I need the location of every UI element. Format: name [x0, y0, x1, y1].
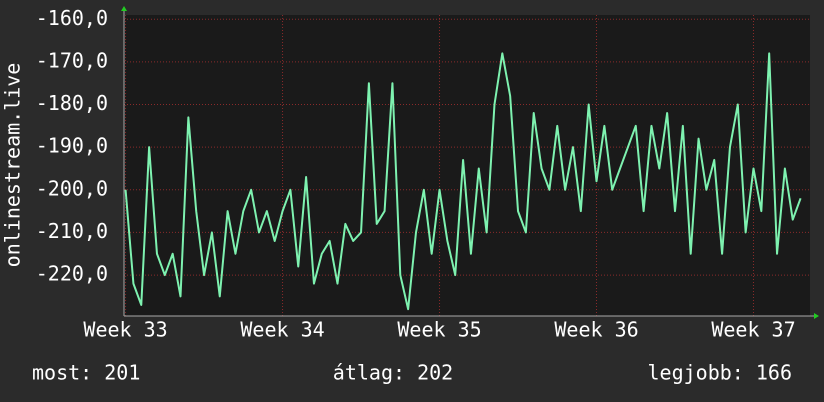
y-tick-label: -210,0 — [36, 219, 108, 243]
y-tick-label: -180,0 — [36, 91, 108, 115]
footer-average: átlag: 202 — [333, 361, 453, 385]
y-tick-label: -200,0 — [36, 176, 108, 200]
x-tick-label: Week 37 — [711, 318, 795, 342]
x-tick-label: Week 33 — [83, 318, 167, 342]
x-tick-label: Week 34 — [240, 318, 324, 342]
footer-best: legjobb: 166 — [648, 361, 793, 385]
y-tick-label: -160,0 — [36, 6, 108, 30]
y-tick-label: -170,0 — [36, 48, 108, 72]
axis-arrow — [814, 313, 819, 319]
x-tick-label: Week 35 — [397, 318, 481, 342]
x-tick-label: Week 36 — [554, 318, 638, 342]
footer-current: most: 201 — [32, 361, 140, 385]
data-line — [124, 52, 802, 311]
axis-arrow — [121, 6, 127, 11]
plot-area — [124, 15, 810, 316]
y-tick-label: -190,0 — [36, 134, 108, 158]
y-axis-label: onlinestream.live — [1, 63, 25, 268]
y-tick-label: -220,0 — [36, 262, 108, 286]
